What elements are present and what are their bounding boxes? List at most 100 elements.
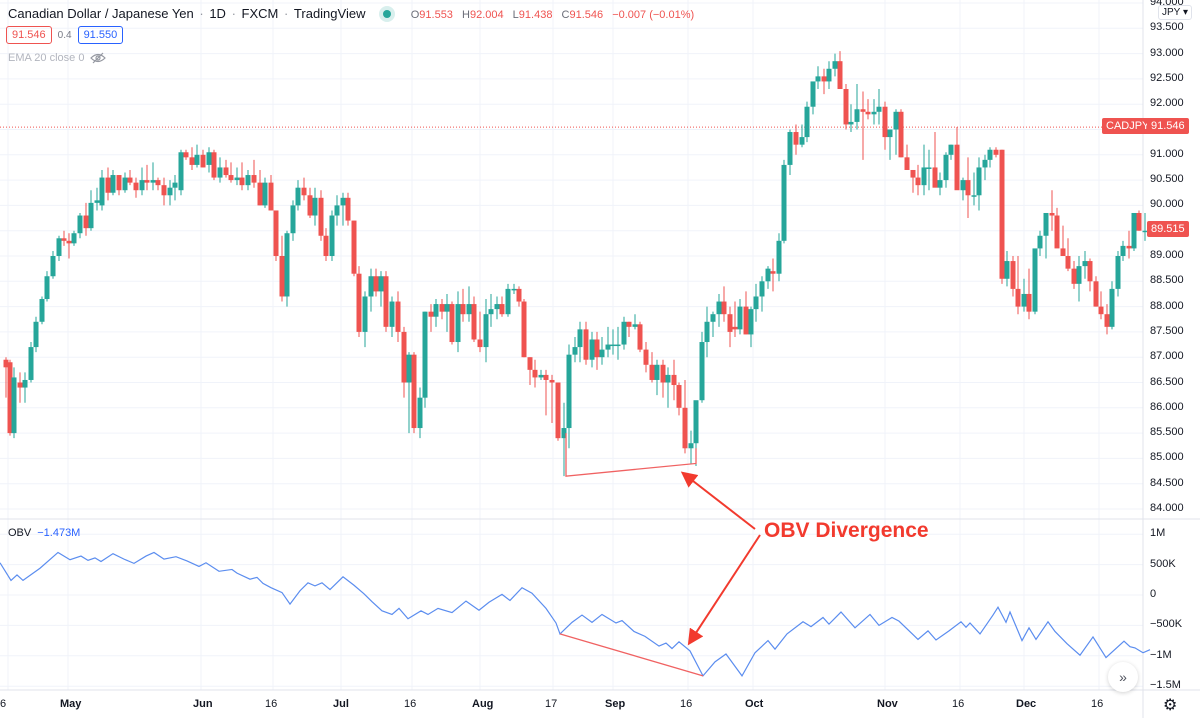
candle-body [583, 329, 589, 360]
candle-body [561, 428, 567, 439]
candle-body [793, 132, 799, 145]
candle-body [401, 331, 407, 383]
candle-body [516, 288, 522, 302]
candle-body [538, 374, 544, 378]
candle-body [477, 339, 483, 348]
candle-body [217, 167, 223, 178]
candle-body [466, 304, 472, 315]
candle-body [122, 177, 128, 191]
candle-body [848, 121, 854, 125]
arrow-up-icon [680, 471, 756, 530]
candle-body [206, 152, 212, 165]
candle-body [94, 200, 100, 203]
candle-body [676, 385, 682, 408]
candle-body [1115, 256, 1121, 289]
price-tick-label: 88.000 [1150, 299, 1184, 312]
chart-settings-button[interactable]: ⚙ [1163, 695, 1177, 715]
candle-body [1037, 235, 1043, 249]
price-tick-label: 84.000 [1150, 502, 1184, 514]
candle-body [594, 339, 600, 358]
candle-body [1021, 293, 1027, 307]
candle-body [915, 177, 921, 186]
candle-body [511, 288, 517, 291]
price-tick-label: 90.500 [1150, 173, 1184, 186]
trade-buttons: 91.546 0.4 91.550 [6, 26, 124, 44]
ema-indicator-legend[interactable]: EMA 20 close 0 [8, 52, 107, 64]
obv-tick-label: −500K [1150, 618, 1183, 631]
candle-body [993, 149, 999, 155]
candle-body [144, 180, 150, 183]
candle-body [1076, 266, 1082, 284]
candle-body [312, 197, 318, 216]
candle-body [632, 324, 638, 327]
candle-body [810, 81, 816, 107]
candle-body [345, 197, 351, 221]
candle-body [804, 106, 810, 138]
candle-body [621, 321, 627, 345]
candle-body [1054, 215, 1060, 249]
candle-body [505, 288, 511, 315]
price-tick-label: 91.000 [1150, 147, 1184, 160]
candle-body [1098, 306, 1104, 315]
obv-legend[interactable]: OBV −1.473M [8, 527, 80, 539]
candle-body [716, 301, 722, 315]
candle-body [876, 106, 882, 112]
open-label: O [410, 9, 420, 21]
candle-body [460, 304, 466, 315]
price-tick-label: 92.500 [1150, 71, 1184, 84]
candle-body [257, 182, 263, 206]
scroll-to-realtime-button[interactable]: » [1108, 662, 1138, 692]
candle-body [954, 144, 960, 191]
price-tick-label: 94.000 [1150, 0, 1184, 8]
time-tick-label: Sep [605, 698, 626, 710]
candle-body [693, 400, 699, 444]
candle-body [105, 177, 111, 193]
candle-body [815, 76, 821, 82]
candle-body [860, 109, 866, 112]
candle-body [1131, 212, 1137, 249]
candle-body [155, 180, 161, 186]
price-tick-label: 86.000 [1150, 400, 1184, 413]
time-tick-label: Aug [472, 698, 494, 710]
candle-body [898, 111, 904, 158]
candle-body [943, 154, 949, 181]
gear-icon: ⚙ [1163, 697, 1178, 714]
candle-body [88, 202, 94, 229]
candle-body [770, 271, 776, 274]
candle-body [77, 215, 83, 234]
candle-body [572, 347, 578, 355]
candle-body [521, 301, 527, 358]
candle-body [17, 382, 23, 388]
price-tick-label: 85.500 [1150, 426, 1184, 439]
platform-label: TradingView [293, 6, 366, 21]
hidden-eye-icon[interactable] [90, 52, 107, 64]
source-label: FXCM [241, 6, 279, 21]
time-tick-label: 16 [680, 698, 693, 710]
candle-body [1126, 245, 1132, 249]
candle-body [999, 149, 1005, 279]
price-tick-label: 86.500 [1150, 375, 1184, 388]
candle-body [290, 205, 296, 234]
candle-body [626, 321, 632, 327]
candle-body [33, 321, 39, 348]
obv-line [0, 551, 1151, 677]
candle-body [926, 167, 932, 169]
price-tick-label: 87.000 [1150, 350, 1184, 363]
candle-body [799, 137, 805, 145]
currency-dropdown[interactable]: JPY ▾ [1158, 5, 1192, 20]
candle-body [854, 109, 860, 122]
symbol-title[interactable]: Canadian Dollar / Japanese Yen [8, 6, 194, 21]
price-tick-label: 93.500 [1150, 21, 1184, 34]
buy-button[interactable]: 91.550 [77, 26, 124, 44]
candle-body [971, 195, 977, 197]
candle-body [433, 304, 439, 317]
candle-body [362, 296, 368, 332]
price-tick-label: 93.000 [1150, 46, 1184, 59]
interval-label[interactable]: 1D [209, 6, 226, 21]
candle-body [921, 167, 927, 186]
candle-body [83, 215, 89, 229]
candle-body [389, 301, 395, 327]
candle-body [262, 182, 268, 206]
sell-button[interactable]: 91.546 [6, 26, 52, 44]
